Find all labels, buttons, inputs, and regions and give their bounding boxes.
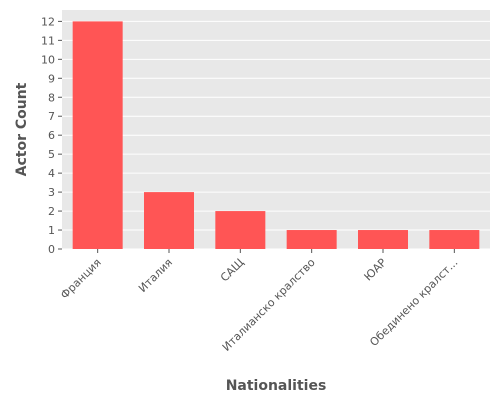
- grid-lines: [62, 20, 490, 250]
- x-tick-label: САЩ: [218, 256, 246, 284]
- y-tick-label: 12: [41, 15, 55, 28]
- bar: [286, 230, 337, 249]
- x-tick-label: Франция: [58, 256, 104, 302]
- y-tick-label: 4: [48, 167, 55, 180]
- bar: [215, 211, 266, 249]
- bar: [144, 192, 194, 249]
- bar: [72, 21, 123, 250]
- x-axis-title: Nationalities: [226, 378, 327, 394]
- y-tick-label: 9: [48, 72, 55, 85]
- y-axis-title: Actor Count: [14, 82, 30, 176]
- plot-background: [62, 10, 490, 249]
- y-tick-label: 6: [48, 129, 55, 142]
- y-tick-label: 11: [41, 34, 55, 47]
- y-tick-label: 10: [41, 53, 55, 66]
- y-tick-label: 3: [48, 186, 55, 199]
- bars: [72, 21, 480, 250]
- bar: [358, 230, 408, 249]
- y-tick-label: 8: [48, 91, 55, 104]
- y-tick-label: 2: [48, 205, 55, 218]
- y-tick-label: 1: [48, 224, 55, 237]
- bar: [429, 230, 480, 249]
- y-tick-label: 0: [48, 243, 55, 256]
- x-tick-label: Италия: [136, 256, 175, 295]
- y-tick-label: 7: [48, 110, 55, 123]
- y-tick-label: 5: [48, 148, 55, 161]
- x-tick-label: ЮАР: [362, 256, 390, 284]
